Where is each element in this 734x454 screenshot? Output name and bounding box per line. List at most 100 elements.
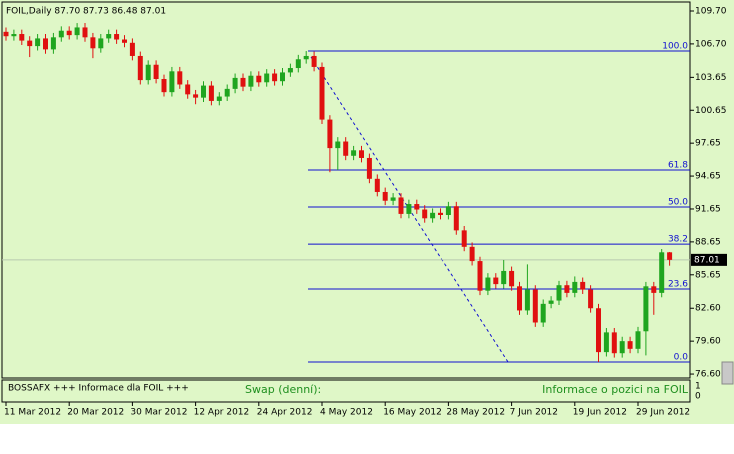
- candle-body: [619, 341, 625, 354]
- candle-body: [185, 84, 191, 95]
- y-tick-label: 76.60: [695, 370, 721, 380]
- y-tick-label: 94.65: [695, 172, 721, 182]
- candle-body: [588, 289, 594, 309]
- x-tick-label: 20 Mar 2012: [67, 408, 124, 418]
- fib-label: 23.6: [668, 280, 688, 290]
- candle-body: [43, 38, 48, 50]
- candle-body: [351, 150, 357, 156]
- candle-body: [82, 27, 88, 38]
- y-tick-label: 97.65: [695, 139, 721, 149]
- x-tick-label: 4 May 2012: [320, 408, 373, 418]
- candle-body: [461, 230, 467, 247]
- y-tick-label: 100.65: [695, 106, 727, 116]
- candle-body: [129, 42, 135, 56]
- candle-body: [501, 270, 507, 285]
- sub-tick-label: 0: [695, 392, 701, 402]
- candle-body: [659, 252, 665, 293]
- candle-body: [343, 141, 349, 156]
- candle-body: [635, 331, 641, 349]
- candle-body: [453, 206, 459, 231]
- fib-label: 38.2: [668, 235, 688, 245]
- sub-frame: [1, 379, 691, 403]
- candle-body: [319, 66, 325, 120]
- candle-body: [667, 252, 673, 260]
- x-tick-label: 19 Jun 2012: [573, 408, 627, 418]
- candle-body: [422, 209, 428, 219]
- candle-body: [256, 75, 262, 83]
- chart-background: [0, 0, 734, 424]
- candle-body: [27, 40, 33, 47]
- candle-body: [153, 64, 159, 79]
- chart-title: FOIL,Daily 87.70 87.73 86.48 87.01: [6, 7, 166, 17]
- candle-body: [374, 178, 380, 192]
- x-tick-label: 24 Apr 2012: [257, 408, 313, 418]
- position-label: Informace o pozici na FOIL: [542, 383, 689, 396]
- candle-body: [438, 212, 443, 216]
- y-tick-label: 88.65: [695, 237, 721, 247]
- candle-body: [540, 303, 546, 323]
- candle-body: [564, 285, 570, 293]
- candle-body: [264, 73, 270, 83]
- candle-body: [161, 78, 167, 93]
- candle-body: [232, 77, 238, 89]
- chart-shift-marker[interactable]: [721, 361, 734, 385]
- candle-body: [556, 285, 562, 301]
- candle-body: [477, 261, 483, 291]
- sub-tick-label: 1: [695, 382, 701, 392]
- candle-body: [414, 204, 420, 210]
- candle-body: [272, 73, 278, 82]
- candle-body: [248, 75, 254, 87]
- candle-body: [90, 37, 96, 49]
- candle-body: [122, 39, 127, 43]
- x-tick-label: 29 Jun 2012: [636, 408, 690, 418]
- candle-body: [469, 246, 475, 262]
- y-tick-label: 82.60: [695, 304, 721, 314]
- candle-body: [382, 191, 388, 201]
- candle-body: [596, 308, 601, 353]
- candle-body: [3, 31, 9, 37]
- candle-body: [485, 277, 491, 291]
- fib-label: 100.0: [662, 42, 688, 52]
- y-tick-label: 91.65: [695, 204, 721, 214]
- y-tick-label: 85.65: [695, 270, 721, 280]
- candle-body: [66, 30, 72, 36]
- candle-body: [216, 96, 222, 101]
- candle-body: [572, 281, 578, 293]
- x-tick-label: 11 Mar 2012: [4, 408, 61, 418]
- candle-body: [303, 55, 309, 60]
- fib-label: 0.0: [674, 352, 689, 362]
- candle-body: [603, 332, 609, 353]
- candle-body: [35, 38, 41, 47]
- candle-body: [295, 59, 301, 69]
- candle-body: [517, 286, 522, 311]
- candle-body: [224, 88, 230, 97]
- candle-body: [169, 71, 175, 93]
- candle-body: [406, 204, 412, 214]
- candle-body: [651, 286, 657, 293]
- candle-body: [287, 68, 293, 73]
- candle-body: [493, 277, 499, 285]
- candle-body: [548, 300, 554, 304]
- candle-body: [74, 27, 80, 36]
- candle-body: [366, 157, 372, 179]
- candle-body: [359, 150, 364, 158]
- x-tick-label: 28 May 2012: [446, 408, 505, 418]
- candle-body: [58, 30, 64, 38]
- last-price-box: [691, 253, 727, 266]
- candle-body: [335, 141, 341, 149]
- candle-body: [327, 119, 333, 149]
- candle-body: [145, 64, 151, 81]
- candle-body: [114, 34, 120, 40]
- candle-body: [643, 286, 649, 332]
- fib-label: 50.0: [668, 198, 688, 208]
- x-tick-label: 16 May 2012: [383, 408, 442, 418]
- candle-body: [177, 71, 183, 85]
- candle-body: [137, 55, 143, 81]
- candle-body: [509, 270, 515, 287]
- candle-body: [11, 34, 17, 37]
- candle-body: [445, 206, 451, 216]
- sub-title: BOSSAFX +++ Informace dla FOIL +++: [8, 384, 189, 394]
- y-tick-label: 109.70: [695, 6, 727, 16]
